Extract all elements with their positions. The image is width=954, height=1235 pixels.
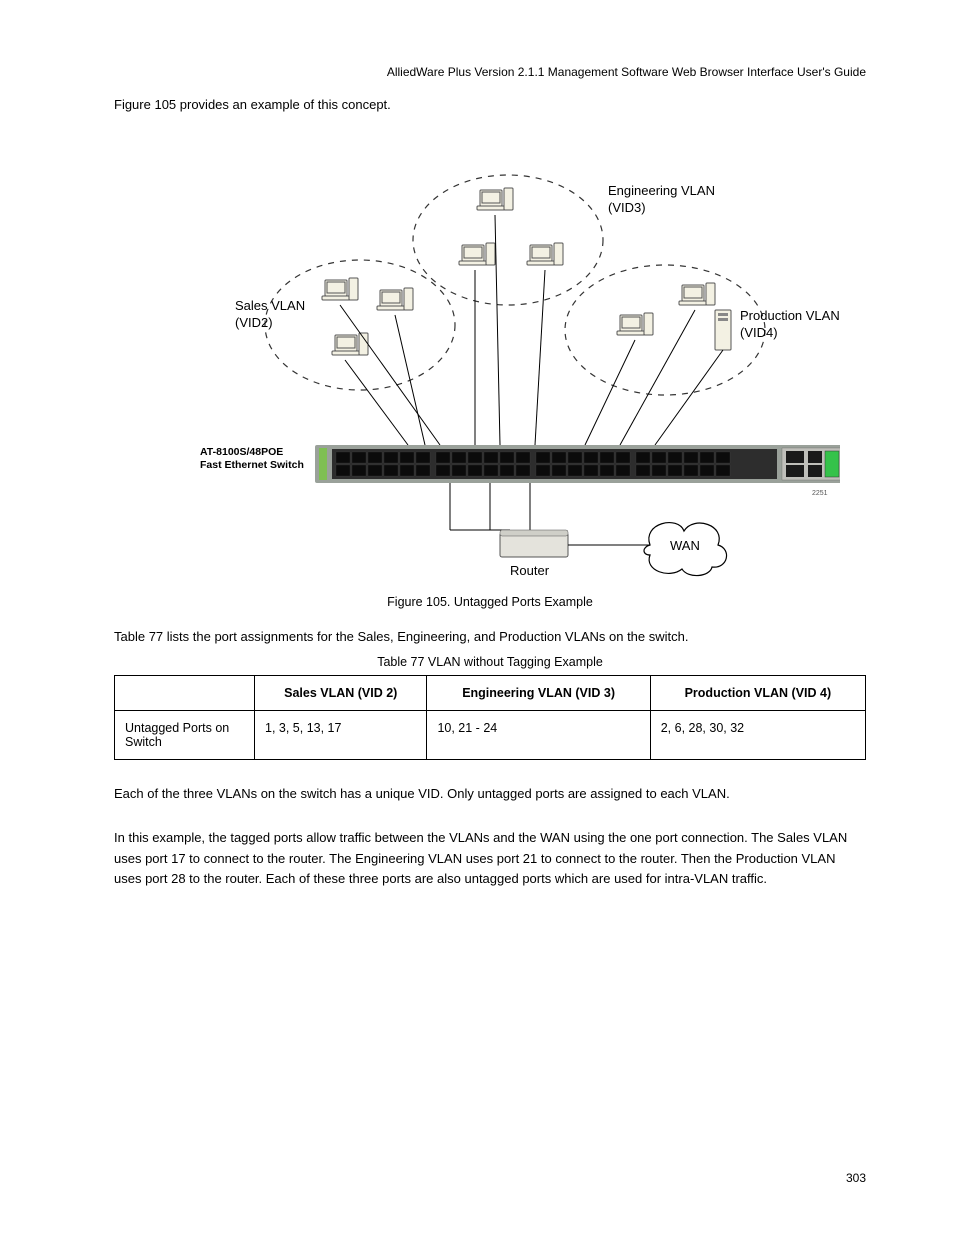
label-wan: WAN	[670, 538, 700, 553]
switch-graphic: 2251	[315, 445, 840, 497]
label-eng-vid: (VID3)	[608, 200, 646, 215]
label-switch-bot: Fast Ethernet Switch	[200, 459, 304, 471]
switch-tag: 2251	[812, 490, 828, 497]
para-2: In this example, the tagged ports allow …	[114, 828, 866, 888]
header-right: AlliedWare Plus Version 2.1.1 Management…	[387, 65, 866, 79]
cell-eng: 10, 21 - 24	[427, 711, 650, 760]
col-sales: Sales VLAN (VID 2)	[255, 676, 427, 711]
figure-svg: Sales VLAN (VID2) Engineering VLAN (VID3…	[140, 135, 840, 585]
col-prod: Production VLAN (VID 4)	[650, 676, 865, 711]
figure-105: Sales VLAN (VID2) Engineering VLAN (VID3…	[114, 135, 866, 605]
label-sales: Sales VLAN	[235, 298, 305, 313]
label-prod: Production VLAN	[740, 308, 840, 323]
label-eng: Engineering VLAN	[608, 183, 715, 198]
vlan-table: Sales VLAN (VID 2) Engineering VLAN (VID…	[114, 675, 866, 760]
label-router: Router	[510, 563, 550, 578]
table-intro: Table 77 lists the port assignments for …	[114, 627, 866, 647]
wan-cloud: WAN	[644, 523, 727, 576]
para-1: Each of the three VLANs on the switch ha…	[114, 784, 866, 804]
col-eng: Engineering VLAN (VID 3)	[427, 676, 650, 711]
footer: 303	[114, 1171, 866, 1185]
table-row: Untagged Ports on Switch 1, 3, 5, 13, 17…	[115, 711, 866, 760]
table-header-row: Sales VLAN (VID 2) Engineering VLAN (VID…	[115, 676, 866, 711]
intro-text: Figure 105 provides an example of this c…	[114, 95, 866, 115]
row-label: Untagged Ports on Switch	[115, 711, 255, 760]
col-blank	[115, 676, 255, 711]
figure-caption: Figure 105. Untagged Ports Example	[114, 595, 866, 609]
label-switch-top: AT-8100S/48POE	[200, 446, 283, 458]
page-number: 303	[846, 1171, 866, 1185]
label-prod-vid: (VID4)	[740, 325, 778, 340]
label-sales-vid: (VID2)	[235, 315, 273, 330]
table-caption: Table 77 VLAN without Tagging Example	[114, 655, 866, 669]
cell-sales: 1, 3, 5, 13, 17	[255, 711, 427, 760]
page-container: AlliedWare Plus Version 2.1.1 Management…	[0, 0, 954, 1235]
router-graphic	[500, 530, 568, 557]
cell-prod: 2, 6, 28, 30, 32	[650, 711, 865, 760]
